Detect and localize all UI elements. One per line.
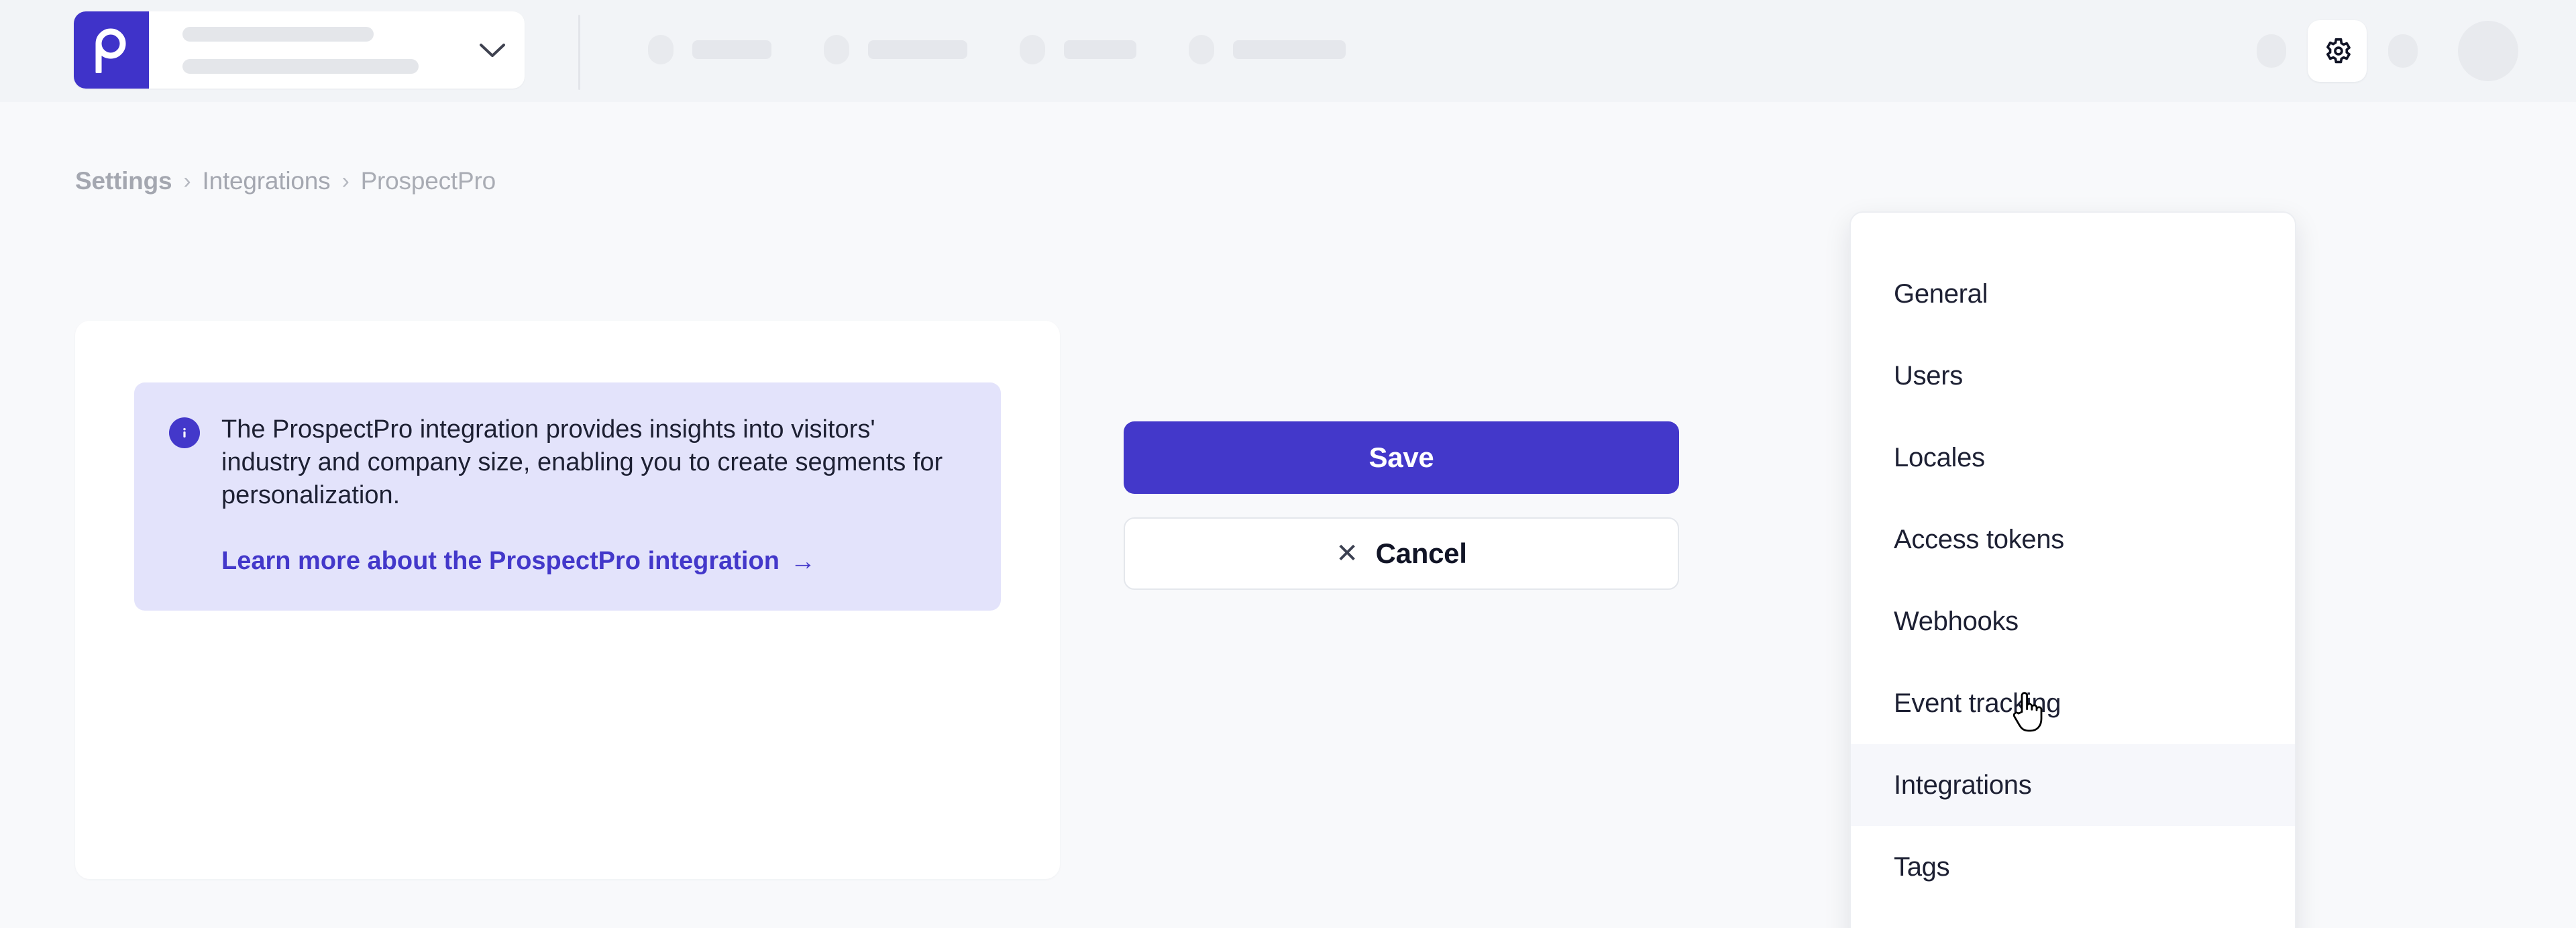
info-banner-text: The ProspectPro integration provides ins… (221, 415, 943, 510)
breadcrumb-item-current: ProspectPro (360, 167, 496, 195)
menu-item-label: Users (1894, 360, 1963, 391)
menu-item-label: Locales (1894, 442, 1985, 472)
header-skeleton-icon (2257, 34, 2286, 68)
nav-skeleton-label (692, 40, 771, 59)
menu-item-webhooks[interactable]: Webhooks (1851, 580, 2295, 662)
top-header-bar (0, 0, 2576, 102)
save-button[interactable]: Save (1124, 421, 1679, 494)
breadcrumb-separator: › (341, 168, 350, 194)
info-banner-link-label: Learn more about the ProspectPro integra… (221, 547, 780, 576)
nav-skeleton-item (824, 35, 967, 64)
form-actions: Save ✕ Cancel (1124, 421, 1679, 590)
nav-skeleton-item (648, 35, 771, 64)
info-icon (169, 417, 200, 448)
workspace-name-placeholder (149, 26, 460, 74)
skeleton-line (182, 26, 374, 42)
nav-skeleton-icon (824, 35, 849, 64)
menu-item-event-tracking[interactable]: Event tracking (1851, 662, 2295, 744)
cancel-button[interactable]: ✕ Cancel (1124, 517, 1679, 590)
avatar[interactable] (2458, 21, 2518, 81)
menu-item-label: Webhooks (1894, 606, 2019, 636)
info-banner: The ProspectPro integration provides ins… (134, 382, 1001, 611)
nav-skeleton-icon (648, 35, 674, 64)
nav-skeleton-label (1064, 40, 1136, 59)
integration-settings-card: The ProspectPro integration provides ins… (75, 321, 1060, 879)
brand-logo (74, 11, 149, 89)
breadcrumb-separator: › (183, 168, 191, 194)
header-actions (2257, 0, 2518, 102)
nav-skeleton-icon (1020, 35, 1045, 64)
menu-item-label: Tags (1894, 852, 1950, 882)
gear-icon (2326, 38, 2351, 64)
settings-gear-button[interactable] (2308, 20, 2367, 82)
breadcrumb-item-settings[interactable]: Settings (75, 167, 172, 195)
nav-skeleton-item (1020, 35, 1136, 64)
breadcrumb: Settings › Integrations › ProspectPro (75, 167, 496, 195)
chevron-down-icon[interactable] (460, 11, 525, 89)
menu-item-label: Integrations (1894, 770, 2032, 800)
menu-item-locales[interactable]: Locales (1851, 417, 2295, 499)
info-banner-learn-more-link[interactable]: Learn more about the ProspectPro integra… (221, 547, 816, 576)
menu-item-tags[interactable]: Tags (1851, 826, 2295, 908)
nav-skeleton-icon (1189, 35, 1214, 64)
menu-item-label: Access tokens (1894, 524, 2064, 554)
arrow-right-icon: → (790, 547, 816, 576)
nav-skeleton-label (1233, 40, 1346, 59)
nav-skeleton-group (648, 35, 1346, 64)
header-skeleton-icon (2388, 34, 2418, 68)
nav-skeleton-label (868, 40, 967, 59)
page-body: Settings › Integrations › ProspectPro Pr… (0, 102, 2576, 928)
menu-item-label: Event tracking (1894, 688, 2061, 718)
cancel-button-label: Cancel (1375, 537, 1467, 569)
breadcrumb-item-integrations[interactable]: Integrations (202, 167, 331, 195)
settings-dropdown-menu: General Users Locales Access tokens Webh… (1849, 211, 2296, 928)
info-banner-row: The ProspectPro integration provides ins… (169, 413, 966, 512)
menu-item-tag-groups[interactable]: Tag groups (1851, 908, 2295, 928)
header-divider (578, 15, 580, 90)
menu-item-access-tokens[interactable]: Access tokens (1851, 499, 2295, 580)
skeleton-line (182, 58, 419, 74)
workspace-switcher[interactable] (74, 11, 525, 89)
menu-item-label: General (1894, 278, 1988, 309)
menu-item-integrations[interactable]: Integrations (1851, 744, 2295, 826)
close-icon: ✕ (1336, 539, 1358, 568)
menu-item-users[interactable]: Users (1851, 335, 2295, 417)
menu-item-general[interactable]: General (1851, 253, 2295, 335)
nav-skeleton-item (1189, 35, 1346, 64)
save-button-label: Save (1368, 442, 1434, 473)
